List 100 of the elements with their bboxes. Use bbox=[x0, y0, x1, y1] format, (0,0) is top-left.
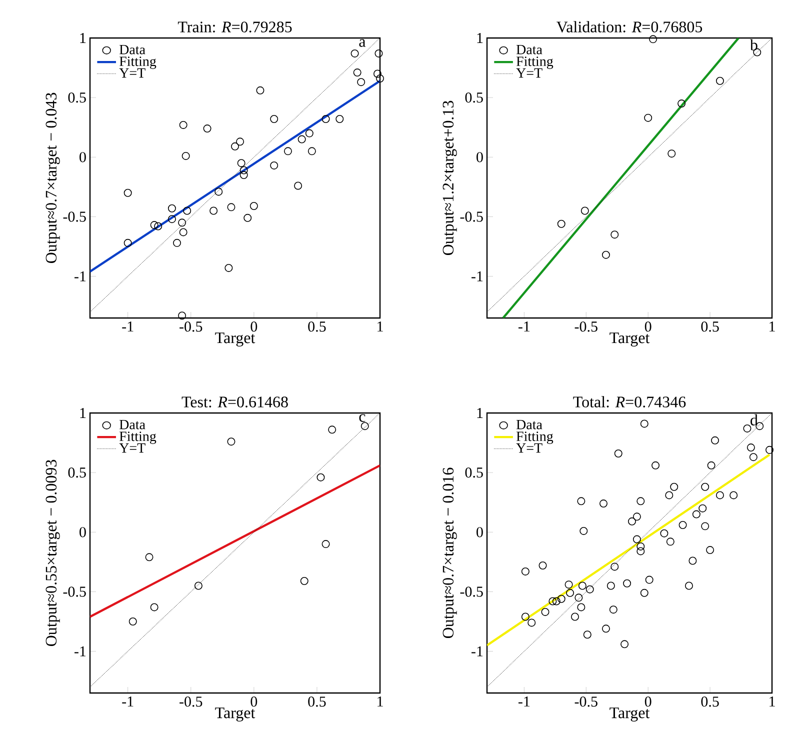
x-tick-label: 0 bbox=[644, 322, 652, 332]
point bbox=[688, 556, 697, 565]
point bbox=[124, 238, 132, 247]
point bbox=[305, 129, 314, 138]
point bbox=[652, 461, 660, 470]
point bbox=[746, 444, 755, 452]
point bbox=[636, 547, 645, 556]
point bbox=[660, 529, 668, 538]
y-tick-label: 0 bbox=[80, 527, 86, 538]
point bbox=[580, 526, 588, 535]
point bbox=[300, 577, 308, 585]
point bbox=[231, 142, 240, 150]
point bbox=[636, 497, 645, 506]
point bbox=[336, 115, 344, 124]
x-axis-title: Target bbox=[610, 708, 650, 722]
point bbox=[586, 585, 594, 594]
x-tick-label: 0 bbox=[644, 696, 652, 707]
point bbox=[541, 608, 550, 616]
y-tick-label: 0 bbox=[80, 152, 86, 162]
point bbox=[766, 446, 774, 454]
point bbox=[701, 522, 710, 530]
y-tick-label: -1 bbox=[472, 271, 483, 282]
point bbox=[628, 517, 636, 526]
point bbox=[182, 152, 190, 160]
point bbox=[701, 482, 710, 491]
legend-label: Fitting bbox=[119, 56, 156, 69]
point bbox=[610, 230, 619, 239]
point bbox=[210, 206, 218, 215]
point bbox=[173, 238, 182, 247]
point bbox=[716, 491, 724, 500]
point bbox=[183, 206, 192, 215]
point bbox=[684, 582, 693, 590]
point bbox=[360, 422, 369, 430]
point bbox=[227, 203, 236, 212]
point bbox=[179, 120, 188, 129]
annotation: c bbox=[359, 414, 366, 422]
x-tick-label: -0.5 bbox=[574, 696, 598, 707]
x-tick-label: -1 bbox=[518, 696, 530, 706]
point bbox=[668, 150, 676, 158]
point bbox=[665, 491, 674, 500]
point bbox=[564, 580, 573, 589]
point bbox=[308, 147, 316, 156]
point bbox=[128, 618, 137, 626]
x-tick-label: 1 bbox=[378, 696, 383, 706]
point bbox=[577, 603, 586, 612]
point bbox=[552, 597, 560, 606]
x-tick-label: 0.5 bbox=[701, 696, 719, 707]
point bbox=[574, 594, 583, 602]
point bbox=[250, 202, 258, 210]
legend-label: Data bbox=[119, 420, 146, 430]
annotation: d bbox=[750, 414, 758, 426]
point bbox=[644, 114, 652, 122]
legend-label: Data bbox=[119, 44, 146, 54]
y-tick-label: 0 bbox=[476, 527, 483, 538]
y-tick-label: -1 bbox=[472, 646, 483, 656]
point bbox=[256, 86, 264, 94]
y-tick-label: 1 bbox=[80, 33, 86, 43]
point bbox=[580, 206, 589, 215]
point bbox=[373, 70, 382, 78]
point bbox=[240, 166, 248, 174]
point bbox=[640, 588, 648, 597]
point bbox=[353, 68, 362, 77]
point bbox=[150, 221, 158, 230]
x-tick-label: -0.5 bbox=[574, 322, 598, 332]
point bbox=[270, 115, 278, 124]
point bbox=[577, 497, 586, 506]
y-tick-label: 0.5 bbox=[465, 92, 483, 103]
point bbox=[284, 147, 292, 156]
point bbox=[609, 606, 618, 614]
point bbox=[670, 482, 678, 491]
point bbox=[270, 161, 278, 170]
point bbox=[636, 542, 645, 550]
point bbox=[374, 49, 383, 58]
point bbox=[150, 603, 158, 612]
point bbox=[632, 512, 641, 521]
point bbox=[692, 510, 700, 518]
point bbox=[548, 597, 557, 606]
point bbox=[168, 204, 176, 212]
y-tick-label: 1 bbox=[477, 33, 483, 43]
point bbox=[645, 576, 654, 584]
y-tick-label: 0.5 bbox=[465, 467, 483, 478]
point bbox=[322, 540, 330, 548]
point bbox=[194, 582, 202, 590]
y-axis-title: Output≈0.7×target − 0.016 bbox=[442, 468, 457, 638]
x-tick-label: -0.5 bbox=[180, 696, 202, 707]
x-axis-title: Target bbox=[215, 708, 256, 722]
y-tick-label: 0.5 bbox=[68, 92, 86, 103]
point bbox=[214, 188, 223, 196]
point bbox=[743, 424, 752, 432]
legend-label: Fitting bbox=[516, 56, 554, 69]
legend-label: Y=T bbox=[516, 68, 542, 78]
point bbox=[578, 582, 586, 590]
x-tick-label: -1 bbox=[122, 322, 134, 332]
point bbox=[707, 461, 716, 470]
point bbox=[557, 594, 566, 603]
y-tick-label: 0 bbox=[476, 152, 483, 162]
point bbox=[623, 579, 632, 588]
legend-label: Data bbox=[516, 44, 542, 54]
point bbox=[376, 74, 384, 83]
y-axis-title: Output≈0.7×target − 0.043 bbox=[46, 92, 60, 264]
